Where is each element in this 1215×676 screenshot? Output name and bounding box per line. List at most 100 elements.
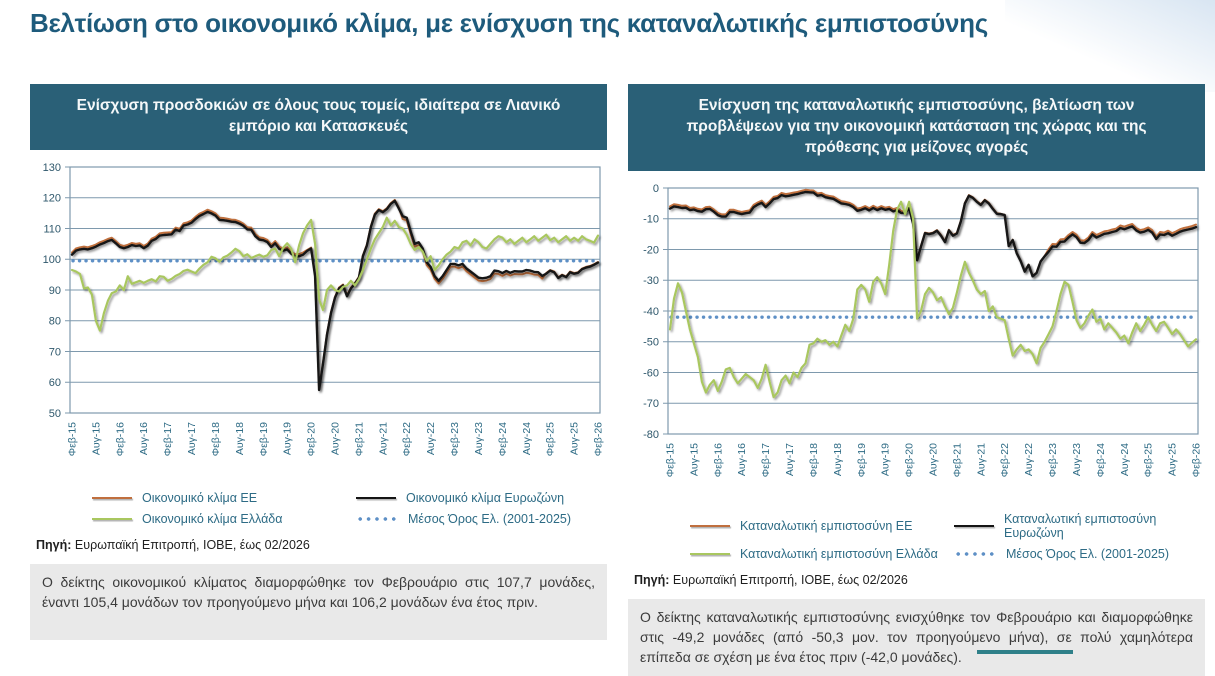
svg-text:100: 100 — [43, 254, 61, 266]
svg-text:130: 130 — [43, 162, 61, 174]
svg-text:-40: -40 — [643, 306, 659, 318]
svg-text:-60: -60 — [643, 367, 659, 379]
economic-climate-chart: 130 120 110 100 90 80 70 60 50 Φεβ-15 Αυγ-15 Φεβ-16… — [30, 155, 607, 485]
line-swatch — [92, 496, 132, 499]
plot-border — [667, 187, 1199, 435]
svg-text:Αυγ-24: Αυγ-24 — [521, 422, 533, 455]
svg-text:Αυγ-21: Αυγ-21 — [975, 443, 987, 476]
svg-text:50: 50 — [49, 408, 61, 420]
legend-item: Οικονομικό κλίμα ΕΕ — [92, 491, 348, 505]
series-line — [668, 190, 1198, 278]
svg-text:Φεβ-16: Φεβ-16 — [712, 443, 724, 477]
legend-label: Καταναλωτική εμπιστοσύνη Ευρωζώνη — [1004, 511, 1157, 540]
economic-climate-legend: Οικονομικό κλίμα ΕΕ Οικονομικό κλίμα Ευρω… — [30, 485, 607, 526]
plot-border — [69, 166, 601, 414]
svg-text:Φεβ-21: Φεβ-21 — [353, 422, 365, 456]
series-line — [70, 216, 600, 332]
svg-text:Φεβ-18: Φεβ-18 — [808, 443, 820, 477]
legend-label: Οικονομικό κλίμα Ελλάδα — [142, 511, 283, 526]
svg-text:110: 110 — [43, 223, 61, 235]
svg-text:Αυγ-18: Αυγ-18 — [832, 443, 844, 476]
svg-text:Φεβ-15: Φεβ-15 — [67, 422, 79, 456]
legend-label: Οικονομικό κλίμα ΕΕ — [142, 490, 258, 505]
svg-text:Φεβ-19: Φεβ-19 — [856, 443, 868, 477]
gridlines — [65, 166, 600, 414]
legend-label: Καταναλωτική εμπιστοσύνη ΕΕ — [740, 518, 913, 533]
line-swatch — [690, 524, 730, 527]
svg-text:Φεβ-23: Φεβ-23 — [449, 422, 461, 456]
panel-header-economic-climate: Ενίσχυση προσδοκιών σε όλους τους τομείς… — [30, 84, 607, 150]
legend-label: Μέσος Όρος Ελ. (2001-2025) — [408, 511, 572, 526]
series-line — [70, 199, 600, 391]
svg-text:Φεβ-20: Φεβ-20 — [306, 422, 318, 456]
source-label: Πηγή: — [36, 537, 72, 552]
svg-text:Φεβ-22: Φεβ-22 — [401, 422, 413, 456]
svg-text:Φεβ-26: Φεβ-26 — [1191, 443, 1203, 477]
panel-consumer-confidence: Ενίσχυση της καταναλωτικής εμπιστοσύνης,… — [628, 84, 1205, 676]
svg-text:-30: -30 — [643, 275, 659, 287]
svg-text:Φεβ-22: Φεβ-22 — [999, 443, 1011, 477]
svg-text:Αυγ-23: Αυγ-23 — [473, 422, 485, 455]
legend-item: Οικονομικό κλίμα Ελλάδα — [92, 512, 348, 526]
svg-text:Φεβ-18: Φεβ-18 — [210, 422, 222, 456]
legend-item: Καταναλωτική εμπιστοσύνη Ελλάδα — [690, 547, 946, 561]
bottom-accent-bar — [977, 650, 1073, 654]
svg-text:Φεβ-25: Φεβ-25 — [1143, 443, 1155, 477]
svg-text:Αυγ-16: Αυγ-16 — [736, 443, 748, 476]
source-line: Πηγή: Ευρωπαϊκή Επιτροπή, ΙΟΒΕ, έως 02/2… — [634, 573, 1205, 587]
svg-text:-50: -50 — [643, 336, 659, 348]
svg-text:Φεβ-17: Φεβ-17 — [162, 422, 174, 456]
line-swatch — [92, 517, 132, 520]
note-box-economic-climate: Ο δείκτης οικονομικού κλίματος διαμορφώθ… — [30, 563, 607, 640]
panels-row: Ενίσχυση προσδοκιών σε όλους τους τομείς… — [30, 84, 1205, 676]
note-box-consumer-confidence: Ο δείκτης καταναλωτικής εμπιστοσύνης ενι… — [628, 598, 1205, 676]
svg-text:Αυγ-21: Αυγ-21 — [377, 422, 389, 455]
svg-text:Αυγ-15: Αυγ-15 — [90, 422, 102, 455]
svg-text:Αυγ-19: Αυγ-19 — [880, 443, 892, 476]
svg-text:Αυγ-16: Αυγ-16 — [138, 422, 150, 455]
legend-item: Οικονομικό κλίμα Ευρωζώνη — [356, 491, 607, 505]
svg-text:Αυγ-15: Αυγ-15 — [688, 443, 700, 476]
svg-text:-80: -80 — [643, 429, 659, 441]
legend-item: Καταναλωτική εμπιστοσύνη Ευρωζώνη — [954, 512, 1205, 540]
line-swatch — [954, 524, 994, 527]
svg-text:90: 90 — [49, 285, 61, 297]
svg-text:Φεβ-19: Φεβ-19 — [258, 422, 270, 456]
svg-text:Αυγ-18: Αυγ-18 — [234, 422, 246, 455]
svg-text:Αυγ-17: Αυγ-17 — [784, 443, 796, 476]
y-axis-labels: 130 120 110 100 90 80 70 60 50 — [43, 162, 61, 420]
line-swatch — [356, 496, 396, 499]
page-title: Βελτίωση στο οικονομικό κλίμα, με ενίσχυ… — [30, 8, 988, 38]
legend-item: Καταναλωτική εμπιστοσύνη ΕΕ — [690, 512, 946, 540]
svg-text:Αυγ-19: Αυγ-19 — [282, 422, 294, 455]
svg-text:Φεβ-16: Φεβ-16 — [114, 422, 126, 456]
dotted-line-swatch — [954, 550, 996, 557]
panel-header-consumer-confidence: Ενίσχυση της καταναλωτικής εμπιστοσύνης,… — [628, 84, 1205, 171]
legend-item: Μέσος Όρος Ελ. (2001-2025) — [356, 512, 607, 526]
svg-text:0: 0 — [653, 183, 659, 195]
legend-label: Καταναλωτική εμπιστοσύνη Ελλάδα — [740, 546, 938, 561]
svg-text:-70: -70 — [643, 398, 659, 410]
svg-text:Φεβ-24: Φεβ-24 — [497, 422, 509, 456]
svg-text:Αυγ-25: Αυγ-25 — [1167, 443, 1179, 476]
svg-text:120: 120 — [43, 192, 61, 204]
svg-text:Φεβ-25: Φεβ-25 — [545, 422, 557, 456]
panel-economic-climate: Ενίσχυση προσδοκιών σε όλους τους τομείς… — [30, 84, 607, 676]
svg-text:Αυγ-22: Αυγ-22 — [1023, 443, 1035, 476]
source-text: Ευρωπαϊκή Επιτροπή, ΙΟΒΕ, έως 02/2026 — [74, 537, 310, 552]
legend-label: Οικονομικό κλίμα Ευρωζώνη — [406, 490, 565, 505]
svg-text:Αυγ-20: Αυγ-20 — [330, 422, 342, 455]
svg-text:Φεβ-21: Φεβ-21 — [951, 443, 963, 477]
svg-text:-20: -20 — [643, 244, 659, 256]
consumer-confidence-legend: Καταναλωτική εμπιστοσύνη ΕΕ Καταναλωτική … — [628, 506, 1205, 561]
source-line: Πηγή: Ευρωπαϊκή Επιτροπή, ΙΟΒΕ, έως 02/2… — [36, 538, 607, 552]
x-axis-labels: Φεβ-15 Αυγ-15 Φεβ-16 Αυγ-16 Φεβ-17 Αυγ-17 Φεβ-… — [665, 443, 1203, 477]
svg-text:Αυγ-25: Αυγ-25 — [569, 422, 581, 455]
svg-text:Αυγ-23: Αυγ-23 — [1071, 443, 1083, 476]
svg-text:Αυγ-24: Αυγ-24 — [1119, 443, 1131, 476]
svg-text:70: 70 — [49, 346, 61, 358]
line-swatch — [690, 552, 730, 555]
svg-text:Φεβ-26: Φεβ-26 — [593, 422, 605, 456]
svg-text:60: 60 — [49, 377, 61, 389]
svg-text:Φεβ-17: Φεβ-17 — [760, 443, 772, 477]
